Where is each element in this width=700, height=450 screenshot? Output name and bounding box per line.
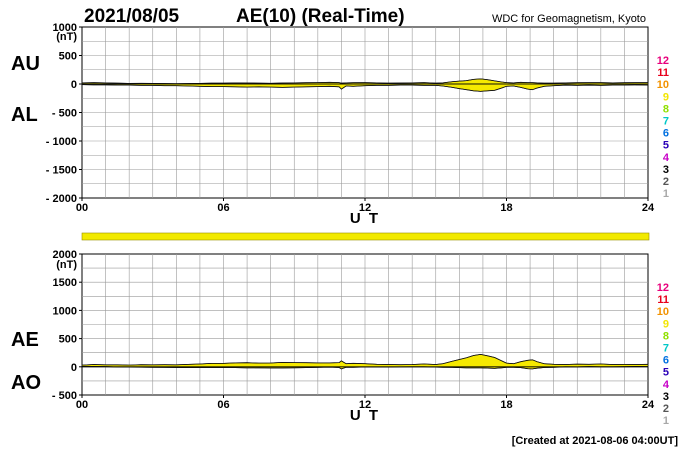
x-tick-label: 24	[642, 399, 655, 411]
y-unit-label: (nT)	[56, 31, 77, 43]
station-legend-item: 11	[657, 67, 669, 79]
y-tick-label: - 1500	[46, 165, 77, 177]
series-label-al: AL	[11, 104, 38, 126]
station-legend-item: 1	[663, 188, 669, 200]
station-legend-item: 5	[663, 140, 669, 152]
series-label-ao: AO	[11, 372, 41, 394]
y-tick-label: - 500	[52, 108, 77, 120]
station-legend-item: 8	[663, 330, 669, 342]
y-tick-label: - 2000	[46, 193, 77, 205]
station-legend-item: 3	[663, 164, 669, 176]
x-tick-label: 12	[359, 202, 371, 214]
station-legend-item: 12	[657, 55, 669, 67]
series-line-au	[81, 78, 648, 85]
x-tick-label: 12	[359, 399, 371, 411]
station-legend-item: 1	[663, 415, 669, 427]
station-legend-item: 2	[663, 403, 669, 415]
created-timestamp: [Created at 2021-08-06 04:00UT]	[512, 435, 679, 447]
y-tick-label: - 1000	[46, 136, 77, 148]
x-axis-title: U T	[350, 407, 380, 424]
x-tick-label: 00	[76, 202, 88, 214]
station-legend-item: 8	[663, 103, 669, 115]
y-tick-label: 500	[59, 334, 77, 346]
series-line-al	[81, 84, 649, 92]
y-unit-label: (nT)	[56, 259, 77, 271]
station-legend-item: 11	[657, 294, 669, 306]
series-label-ae: AE	[11, 329, 39, 351]
y-tick-label: 0	[71, 79, 77, 91]
station-legend-item: 6	[663, 128, 669, 140]
y-tick-label: 1500	[53, 277, 77, 289]
date-label: 2021/08/05	[84, 6, 180, 27]
y-tick-label: - 500	[52, 390, 77, 402]
series-label-au: AU	[11, 53, 40, 75]
station-legend-item: 4	[663, 379, 670, 391]
y-tick-label: 500	[59, 51, 77, 63]
x-tick-label: 00	[76, 399, 88, 411]
chart-title: AE(10) (Real-Time)	[236, 6, 405, 27]
x-tick-label: 24	[642, 202, 655, 214]
station-legend-item: 2	[663, 176, 669, 188]
station-legend-item: 6	[663, 355, 669, 367]
y-tick-label: 1000	[53, 22, 77, 34]
station-legend-item: 7	[663, 116, 669, 128]
station-legend-item: 3	[663, 391, 669, 403]
series-line-ae	[81, 353, 649, 366]
y-tick-label: 2000	[53, 249, 77, 261]
y-tick-label: 1000	[53, 305, 77, 317]
y-tick-label: 0	[71, 362, 77, 374]
station-legend-item: 5	[663, 367, 669, 379]
x-tick-label: 06	[217, 399, 229, 411]
station-legend-item: 10	[657, 306, 669, 318]
x-tick-label: 18	[500, 202, 512, 214]
data-coverage-bar	[81, 232, 650, 241]
x-tick-label: 18	[500, 399, 512, 411]
x-tick-label: 06	[217, 202, 229, 214]
station-legend-item: 9	[663, 91, 669, 103]
station-legend-item: 9	[663, 318, 669, 330]
station-legend-item: 7	[663, 343, 669, 355]
station-legend-item: 12	[657, 282, 669, 294]
station-legend-item: 4	[663, 152, 670, 164]
au-al-panel: 1000 500 0 - 500 - 1000 - 1500 - 2000 (nT) 00 06 1…	[11, 22, 655, 227]
ae-ao-panel: 2000 1500 1000 500 0 - 500 (nT) 00 06 12 18 24 U T AE…	[11, 249, 655, 424]
station-legend-item: 10	[657, 79, 669, 91]
x-axis-title: U T	[350, 210, 380, 227]
source-label: WDC for Geomagnetism, Kyoto	[492, 13, 646, 25]
